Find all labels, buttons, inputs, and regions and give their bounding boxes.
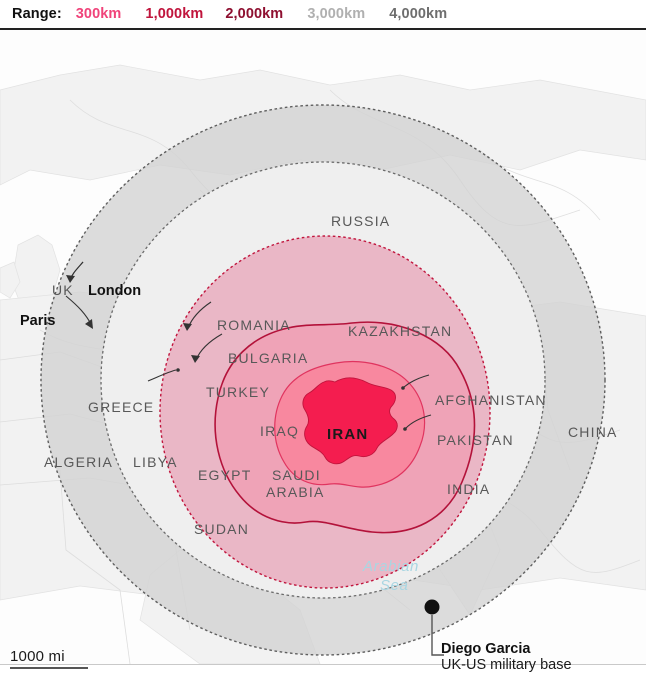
country-label-india: INDIA bbox=[447, 481, 490, 497]
country-label-kazakhstan: KAZAKHSTAN bbox=[348, 323, 452, 339]
country-label-algeria: ALGERIA bbox=[44, 454, 113, 470]
diego-garcia-leader-line bbox=[431, 615, 444, 656]
sea-label-arabian: Arabian bbox=[362, 558, 419, 575]
country-label-sudan: SUDAN bbox=[194, 521, 249, 537]
country-label-libya: LIBYA bbox=[133, 454, 178, 470]
map-scale-bar: 1000 mi bbox=[10, 648, 88, 669]
country-label-turkey: TURKEY bbox=[206, 384, 270, 400]
city-label-layer: London Paris bbox=[20, 283, 141, 329]
country-label-china: CHINA bbox=[568, 424, 618, 440]
country-label-layer: RUSSIA UK ROMANIA KAZAKHSTAN BULGARIA TU… bbox=[44, 213, 618, 537]
diego-garcia-marker-dot[interactable] bbox=[424, 599, 440, 615]
city-label-paris: Paris bbox=[20, 313, 55, 329]
iran-country-shape bbox=[302, 377, 398, 465]
range-legend-bar: Range: 300km 1,000km 2,000km 3,000km 4,0… bbox=[0, 0, 646, 30]
country-label-iran: IRAN bbox=[327, 426, 368, 443]
diego-garcia-name: Diego Garcia bbox=[441, 641, 531, 657]
legend-item-4000km[interactable]: 4,000km bbox=[389, 6, 448, 22]
legend-title: Range: bbox=[12, 6, 62, 22]
country-label-uk: UK bbox=[52, 282, 74, 298]
scale-bar-label: 1000 mi bbox=[10, 648, 65, 665]
country-label-bulgaria: BULGARIA bbox=[228, 350, 308, 366]
country-label-arabia: ARABIA bbox=[266, 484, 325, 500]
country-label-saudi: SAUDI bbox=[272, 467, 321, 483]
legend-item-2000km[interactable]: 2,000km bbox=[225, 6, 284, 22]
country-label-egypt: EGYPT bbox=[198, 467, 251, 483]
diego-garcia-callout: Diego Garcia UK-US military base bbox=[441, 641, 572, 673]
map-canvas: RUSSIA UK ROMANIA KAZAKHSTAN BULGARIA TU… bbox=[0, 30, 646, 664]
country-label-afghanistan: AFGHANISTAN bbox=[435, 392, 547, 408]
country-label-russia: RUSSIA bbox=[331, 213, 390, 229]
country-label-iraq: IRAQ bbox=[260, 423, 299, 439]
legend-item-3000km[interactable]: 3,000km bbox=[307, 6, 366, 22]
diego-garcia-subtitle: UK-US military base bbox=[441, 657, 572, 674]
country-label-greece: GREECE bbox=[88, 399, 154, 415]
sea-label-layer: Arabian Sea bbox=[362, 558, 419, 594]
sea-label-sea: Sea bbox=[380, 577, 409, 594]
footer-divider bbox=[0, 664, 646, 695]
city-label-london: London bbox=[88, 283, 141, 299]
legend-item-300km[interactable]: 300km bbox=[75, 6, 122, 22]
scale-bar-rule bbox=[10, 667, 88, 669]
missile-range-map[interactable]: RUSSIA UK ROMANIA KAZAKHSTAN BULGARIA TU… bbox=[0, 30, 646, 664]
country-label-romania: ROMANIA bbox=[217, 317, 291, 333]
leader-arrowheads bbox=[66, 275, 407, 431]
country-label-pakistan: PAKISTAN bbox=[437, 432, 514, 448]
legend-item-1000km[interactable]: 1,000km bbox=[145, 6, 204, 22]
